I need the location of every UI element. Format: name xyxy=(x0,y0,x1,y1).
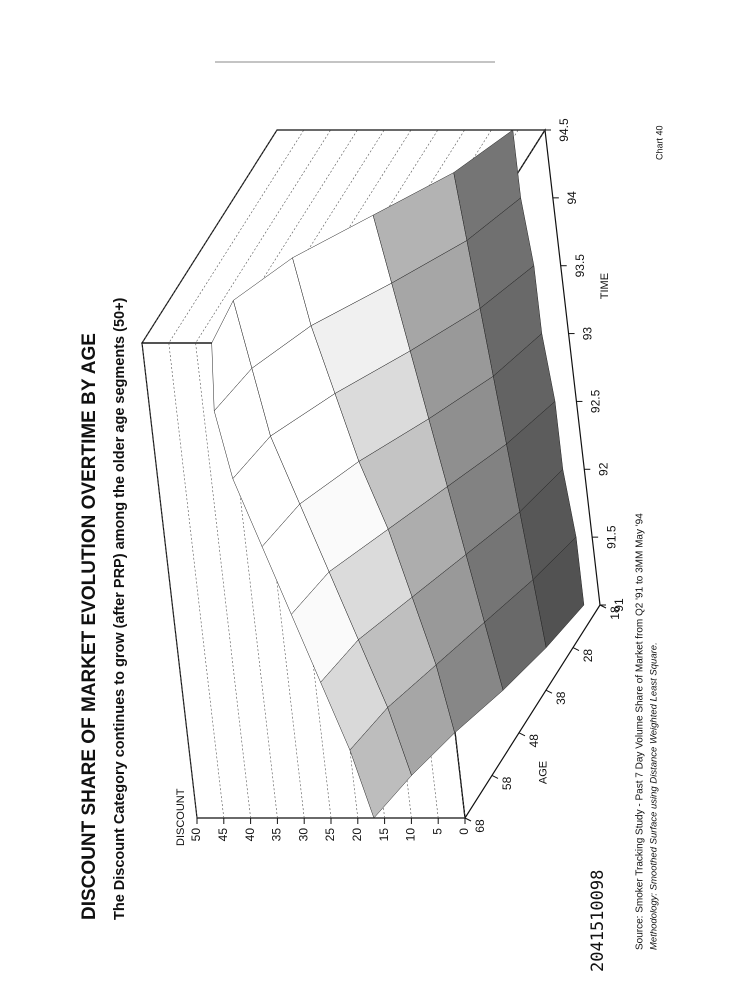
rotated-content: DISCOUNT SHARE OF MARKET EVOLUTION OVERT… xyxy=(79,118,664,972)
z-tick-label: 10 xyxy=(404,828,418,842)
y-tick xyxy=(491,774,499,779)
x-tick-label: 93.5 xyxy=(573,254,587,278)
x-tick-label: 91.5 xyxy=(604,525,618,549)
y-tick-label: 58 xyxy=(500,776,514,790)
z-axis-label: DISCOUNT xyxy=(175,788,187,846)
y-tick-label: 18 xyxy=(608,606,622,620)
x-tick-label: 93 xyxy=(581,327,595,341)
y-tick-label: 38 xyxy=(554,691,568,705)
source-note: Source: Smoker Tracking Study - Past 7 D… xyxy=(635,513,646,950)
methodology-note: Methodology: Smoothed Surface using Dist… xyxy=(649,642,660,950)
document-id: 2041510098 xyxy=(588,870,608,972)
x-tick-label: 92 xyxy=(596,462,610,476)
x-tick-label: 94 xyxy=(565,191,579,205)
x-tick-label: 94.5 xyxy=(557,118,571,142)
x-axis-label: TIME xyxy=(599,273,611,299)
x-tick-label: 92.5 xyxy=(589,389,603,413)
y-tick-label: 28 xyxy=(581,649,595,663)
z-tick-label: 5 xyxy=(430,828,444,835)
z-tick-label: 30 xyxy=(296,828,310,842)
y-tick xyxy=(545,689,553,694)
y-tick-label: 48 xyxy=(527,734,541,748)
chart-number: Chart 40 xyxy=(654,125,664,160)
chart-subtitle: The Discount Category continues to grow … xyxy=(112,297,128,920)
z-tick-label: 50 xyxy=(189,828,203,842)
surface-patch xyxy=(532,536,585,649)
y-tick-label: 68 xyxy=(473,819,487,833)
z-tick-label: 25 xyxy=(323,828,337,842)
chart-title: DISCOUNT SHARE OF MARKET EVOLUTION OVERT… xyxy=(79,333,100,920)
z-tick-label: 40 xyxy=(243,828,257,842)
y-axis-label: AGE xyxy=(537,761,549,784)
y-tick xyxy=(518,732,526,737)
z-tick-label: 35 xyxy=(270,828,284,842)
z-tick-label: 20 xyxy=(350,828,364,842)
y-tick xyxy=(464,817,472,822)
z-tick-label: 0 xyxy=(457,828,471,835)
z-tick-label: 15 xyxy=(377,828,391,842)
z-tick-label: 45 xyxy=(216,828,230,842)
x-tick-label: 91 xyxy=(612,598,626,612)
y-tick xyxy=(572,647,580,652)
